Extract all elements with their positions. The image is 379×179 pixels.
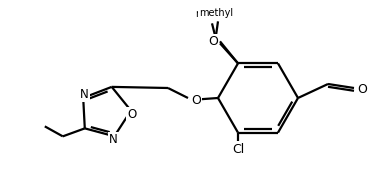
Text: O: O xyxy=(208,35,218,48)
Text: N: N xyxy=(80,88,89,101)
Text: methyl: methyl xyxy=(199,8,233,18)
Text: methyl: methyl xyxy=(195,9,229,19)
Text: O: O xyxy=(208,35,218,48)
Text: Cl: Cl xyxy=(232,143,244,156)
Text: O: O xyxy=(357,83,367,96)
Text: O: O xyxy=(127,108,136,121)
Text: O: O xyxy=(191,93,201,107)
Text: N: N xyxy=(109,133,118,146)
